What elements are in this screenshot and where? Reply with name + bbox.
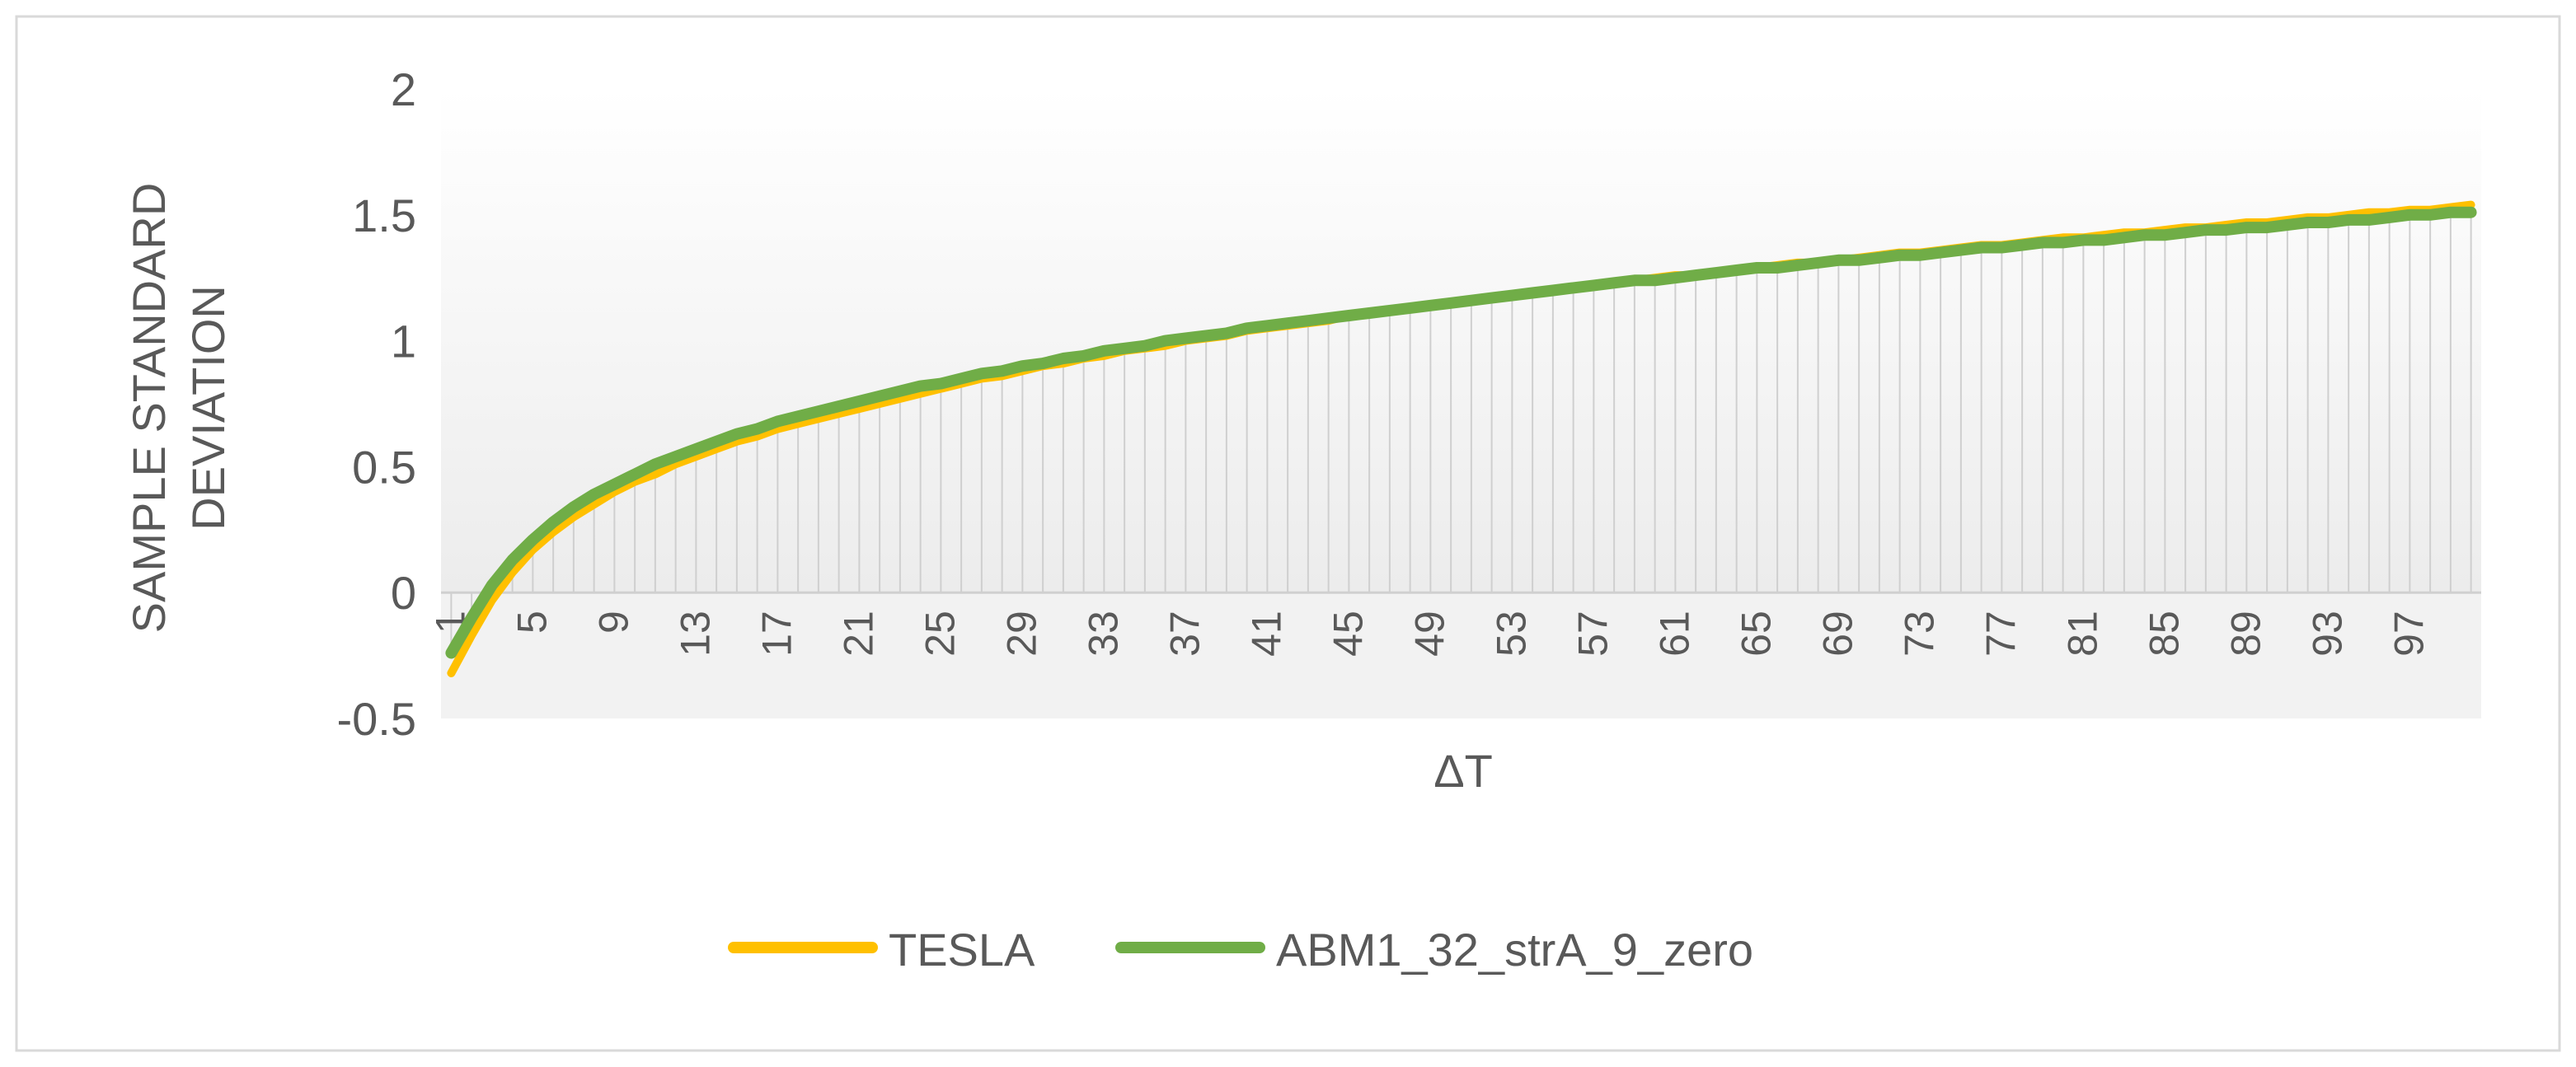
x-axis: 1 5 9 13 17 21 25 29 33 37 41 45 49 53 57 61 65 69 73 77 81 8…: [427, 611, 2432, 657]
series-line-abm1: [445, 206, 2477, 659]
plot-background-lower: [441, 592, 2481, 718]
x-tick-label: 13: [672, 611, 718, 657]
x-tick-label: 49: [1406, 611, 1452, 657]
y-tick-label: 0: [391, 567, 416, 619]
y-tick-label: -0.5: [337, 693, 417, 745]
y-tick-label: 0.5: [352, 441, 416, 493]
x-tick-label: 93: [2304, 611, 2350, 657]
y-tick-label: 1.5: [352, 190, 416, 241]
y-axis: 2 1.5 1 0.5 0 -0.5: [337, 63, 417, 745]
y-tick-label: 1: [391, 316, 416, 367]
x-tick-label: 9: [590, 611, 636, 634]
y-axis-title-line-1: SAMPLE STANDARD: [123, 183, 175, 634]
x-tick-label: 61: [1651, 611, 1697, 657]
x-tick-label: 77: [1978, 611, 2024, 657]
x-tick-label: 25: [917, 611, 963, 657]
x-tick-label: 57: [1570, 611, 1616, 657]
x-tick-label: 17: [753, 611, 800, 657]
x-tick-label: 41: [1243, 611, 1289, 657]
x-tick-label: 33: [1080, 611, 1126, 657]
x-tick-label: 29: [998, 611, 1044, 657]
x-tick-label: 53: [1488, 611, 1534, 657]
x-tick-label: 21: [835, 611, 881, 657]
x-tick-label: 73: [1896, 611, 1942, 657]
x-tick-label: 69: [1814, 611, 1860, 657]
series-group: [445, 200, 2477, 677]
x-tick-label: 85: [2141, 611, 2187, 657]
x-tick-label: 97: [2386, 611, 2432, 657]
plot-area: [441, 89, 2481, 718]
x-tick-label: 65: [1733, 611, 1779, 657]
legend: TESLA ABM1_32_strA_9_zero: [728, 924, 1753, 976]
x-tick-label: 5: [509, 611, 555, 634]
x-tick-label: 37: [1161, 611, 1208, 657]
x-tick-label: 89: [2222, 611, 2269, 657]
y-axis-title-line-2: DEVIATION: [182, 285, 234, 531]
x-tick-label: 45: [1325, 611, 1371, 657]
y-tick-label: 2: [391, 63, 416, 115]
x-axis-title: ΔT: [1433, 745, 1493, 797]
plot-background-upper: [441, 89, 2481, 593]
x-tick-label: 81: [2059, 611, 2105, 657]
y-axis-title: SAMPLE STANDARD DEVIATION: [123, 183, 234, 634]
legend-label-tesla: TESLA: [889, 924, 1035, 976]
drop-lines: [450, 204, 2472, 653]
legend-label-abm1: ABM1_32_strA_9_zero: [1276, 924, 1753, 976]
